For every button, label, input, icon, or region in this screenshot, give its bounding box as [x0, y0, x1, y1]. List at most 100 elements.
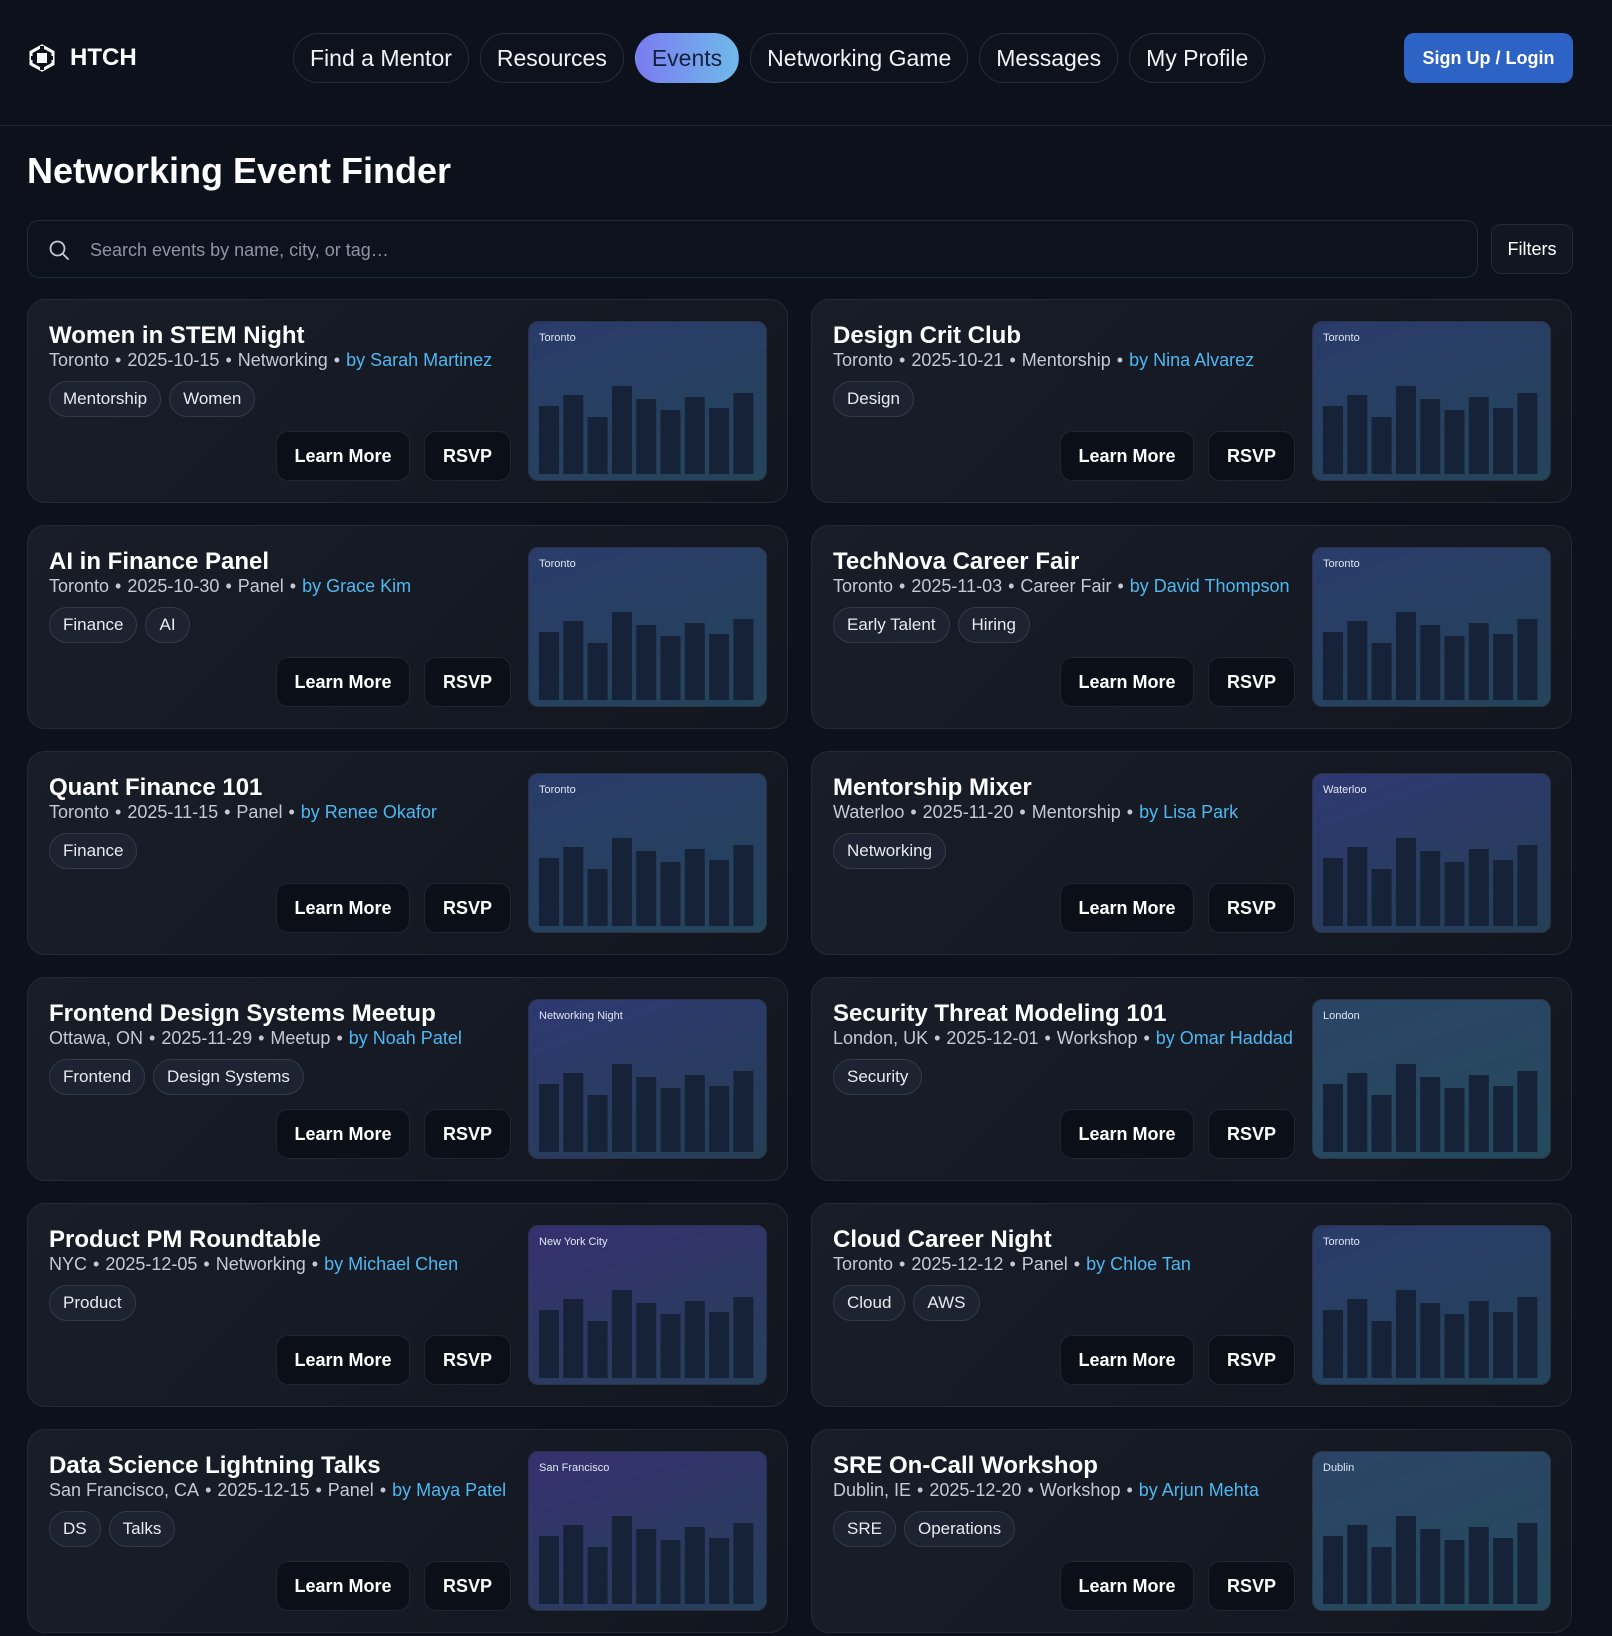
event-tag[interactable]: AI — [145, 607, 190, 643]
event-tag[interactable]: Mentorship — [49, 381, 162, 417]
nav-item-events[interactable]: Events — [634, 33, 740, 83]
event-organizer-link[interactable]: by Renee Okafor — [300, 802, 437, 822]
event-organizer-link[interactable]: by Omar Haddad — [1155, 1028, 1293, 1048]
learn-more-button[interactable]: Learn More — [1060, 883, 1194, 933]
event-tag[interactable]: Cloud — [833, 1285, 906, 1321]
learn-more-button[interactable]: Learn More — [276, 883, 410, 933]
filters-button[interactable]: Filters — [1491, 224, 1573, 274]
skyline-building — [1420, 851, 1441, 926]
event-thumbnail[interactable]: Toronto — [1312, 321, 1551, 481]
event-tag[interactable]: Design — [833, 381, 914, 417]
skyline-building — [1468, 397, 1489, 474]
event-date: 2025-12-15 — [217, 1480, 310, 1500]
rsvp-button[interactable]: RSVP — [1208, 431, 1295, 481]
learn-more-button[interactable]: Learn More — [1060, 1561, 1194, 1611]
nav-item-messages[interactable]: Messages — [979, 33, 1119, 83]
event-thumbnail[interactable]: Toronto — [528, 547, 767, 707]
event-thumbnail[interactable]: Toronto — [1312, 1225, 1551, 1385]
event-organizer-link[interactable]: by Michael Chen — [324, 1254, 459, 1274]
signup-login-button[interactable]: Sign Up / Login — [1404, 33, 1573, 83]
event-meta: Dublin, IE • 2025-12-20 • Workshop • by Arjun … — [833, 1480, 1259, 1501]
learn-more-button[interactable]: Learn More — [276, 657, 410, 707]
event-date: 2025-11-03 — [911, 576, 1003, 596]
event-thumbnail[interactable]: London — [1312, 999, 1551, 1159]
event-tag[interactable]: Hiring — [957, 607, 1030, 643]
skyline-illustration — [1323, 1290, 1538, 1378]
learn-more-button[interactable]: Learn More — [276, 431, 410, 481]
meta-separator: • — [1117, 576, 1124, 596]
event-thumbnail[interactable]: Toronto — [528, 321, 767, 481]
search-input[interactable] — [90, 231, 1460, 269]
event-tag[interactable]: Security — [833, 1059, 923, 1095]
event-thumbnail[interactable]: Toronto — [528, 773, 767, 933]
event-organizer-link[interactable]: by Sarah Martinez — [346, 350, 493, 370]
event-tag[interactable]: DS — [49, 1511, 101, 1547]
event-tag[interactable]: SRE — [833, 1511, 896, 1547]
event-tag[interactable]: AWS — [913, 1285, 980, 1321]
event-organizer-link[interactable]: by Chloe Tan — [1086, 1254, 1191, 1274]
event-thumbnail[interactable]: Dublin — [1312, 1451, 1551, 1611]
event-tag[interactable]: Talks — [108, 1511, 176, 1547]
event-organizer-link[interactable]: by Nina Alvarez — [1129, 350, 1255, 370]
event-tag[interactable]: Product — [49, 1285, 136, 1321]
rsvp-button[interactable]: RSVP — [1208, 1109, 1295, 1159]
learn-more-button[interactable]: Learn More — [1060, 657, 1194, 707]
nav-item-find-a-mentor[interactable]: Find a Mentor — [293, 33, 469, 83]
event-type: Panel — [1021, 1254, 1068, 1274]
learn-more-button[interactable]: Learn More — [1060, 1109, 1194, 1159]
skyline-building — [611, 1290, 632, 1378]
event-thumbnail[interactable]: Networking Night — [528, 999, 767, 1159]
event-tag[interactable]: Networking — [833, 833, 947, 869]
learn-more-button[interactable]: Learn More — [276, 1335, 410, 1385]
event-thumbnail[interactable]: Toronto — [1312, 547, 1551, 707]
learn-more-button[interactable]: Learn More — [276, 1109, 410, 1159]
skyline-building — [1347, 1299, 1368, 1378]
event-title: Data Science Lightning Talks — [49, 1452, 381, 1479]
event-title: Quant Finance 101 — [49, 774, 263, 801]
event-organizer-link[interactable]: by Grace Kim — [302, 576, 412, 596]
event-tag[interactable]: Design Systems — [153, 1059, 304, 1095]
event-organizer-link[interactable]: by David Thompson — [1129, 576, 1290, 596]
meta-separator: • — [917, 1480, 924, 1500]
skyline-building — [1323, 858, 1343, 926]
rsvp-button[interactable]: RSVP — [1208, 657, 1295, 707]
event-organizer-link[interactable]: by Maya Patel — [392, 1480, 507, 1500]
event-tags: Mentorship Women — [49, 381, 256, 417]
rsvp-button[interactable]: RSVP — [1208, 1561, 1295, 1611]
event-thumbnail[interactable]: Waterloo — [1312, 773, 1551, 933]
rsvp-button[interactable]: RSVP — [1208, 883, 1295, 933]
skyline-building — [1323, 1084, 1343, 1152]
brand-logo[interactable]: HTCH — [28, 42, 137, 74]
rsvp-button[interactable]: RSVP — [424, 657, 511, 707]
event-tag[interactable]: Early Talent — [833, 607, 950, 643]
event-organizer-link[interactable]: by Noah Patel — [348, 1028, 462, 1048]
rsvp-button[interactable]: RSVP — [424, 1335, 511, 1385]
rsvp-button[interactable]: RSVP — [424, 1561, 511, 1611]
event-tag[interactable]: Finance — [49, 833, 138, 869]
rsvp-button[interactable]: RSVP — [424, 431, 511, 481]
event-tag[interactable]: Operations — [903, 1511, 1016, 1547]
event-card: AI in Finance Panel Toronto • 2025-10-30 • Pa… — [27, 525, 788, 729]
skyline-illustration — [1323, 1516, 1538, 1604]
learn-more-button[interactable]: Learn More — [276, 1561, 410, 1611]
event-tag[interactable]: Women — [169, 381, 256, 417]
rsvp-button[interactable]: RSVP — [1208, 1335, 1295, 1385]
event-organizer-link[interactable]: by Lisa Park — [1139, 802, 1239, 822]
learn-more-button[interactable]: Learn More — [1060, 1335, 1194, 1385]
rsvp-button[interactable]: RSVP — [424, 883, 511, 933]
skyline-building — [636, 625, 657, 700]
event-tag[interactable]: Finance — [49, 607, 138, 643]
skyline-building — [1444, 1314, 1465, 1378]
rsvp-button[interactable]: RSVP — [424, 1109, 511, 1159]
nav-item-my-profile[interactable]: My Profile — [1129, 33, 1266, 83]
learn-more-button[interactable]: Learn More — [1060, 431, 1194, 481]
event-meta: Toronto • 2025-11-15 • Panel • by Renee Okafor — [49, 802, 437, 823]
nav-item-networking-game[interactable]: Networking Game — [750, 33, 969, 83]
event-thumbnail[interactable]: New York City — [528, 1225, 767, 1385]
event-tags: Security — [833, 1059, 923, 1095]
event-tag[interactable]: Frontend — [49, 1059, 146, 1095]
event-meta: Toronto • 2025-12-12 • Panel • by Chloe Tan — [833, 1254, 1191, 1275]
event-organizer-link[interactable]: by Arjun Mehta — [1138, 1480, 1259, 1500]
event-thumbnail[interactable]: San Francisco — [528, 1451, 767, 1611]
nav-item-resources[interactable]: Resources — [479, 33, 624, 83]
